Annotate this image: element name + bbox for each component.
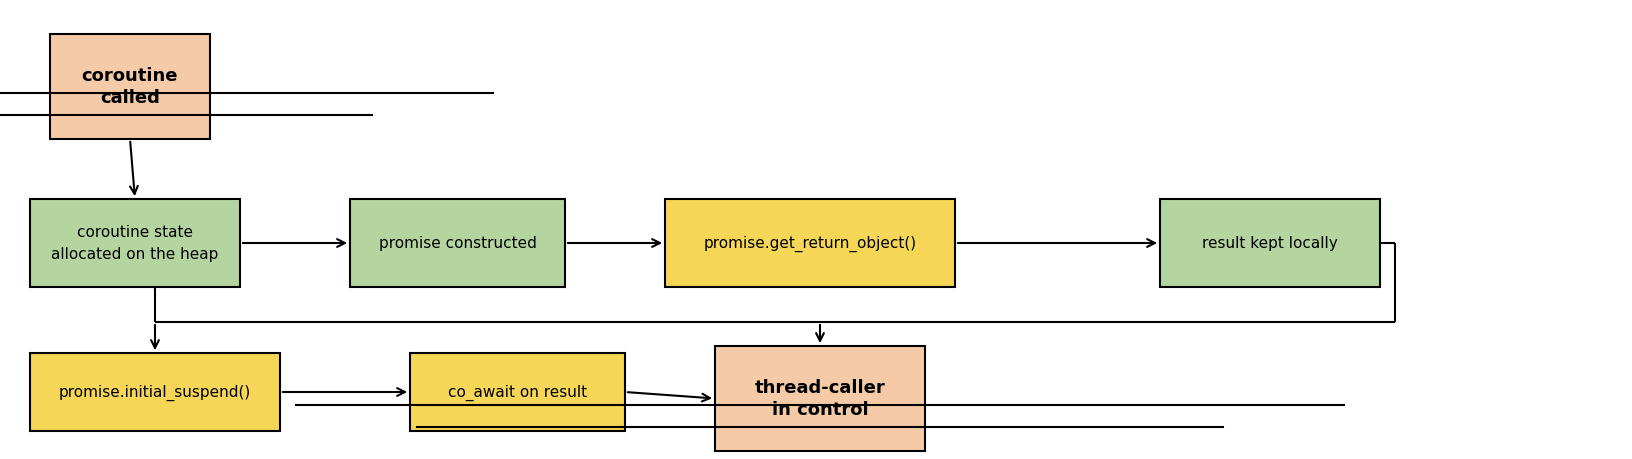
FancyBboxPatch shape	[664, 200, 955, 287]
Text: promise.get_return_object(): promise.get_return_object()	[703, 235, 916, 252]
Text: coroutine: coroutine	[82, 67, 178, 85]
FancyBboxPatch shape	[1159, 200, 1379, 287]
Text: allocated on the heap: allocated on the heap	[51, 247, 219, 262]
Text: promise constructed: promise constructed	[379, 236, 535, 251]
Text: promise.initial_suspend(): promise.initial_suspend()	[59, 384, 251, 400]
FancyBboxPatch shape	[29, 353, 279, 431]
Text: thread-caller: thread-caller	[754, 379, 885, 397]
FancyBboxPatch shape	[29, 200, 240, 287]
FancyBboxPatch shape	[51, 35, 211, 140]
Text: called: called	[100, 90, 160, 107]
Text: coroutine state: coroutine state	[77, 225, 193, 240]
FancyBboxPatch shape	[410, 353, 625, 431]
FancyBboxPatch shape	[349, 200, 565, 287]
Text: result kept locally: result kept locally	[1201, 236, 1337, 251]
Text: co_await on result: co_await on result	[447, 384, 586, 400]
FancyBboxPatch shape	[715, 346, 924, 451]
Text: in control: in control	[772, 401, 868, 419]
